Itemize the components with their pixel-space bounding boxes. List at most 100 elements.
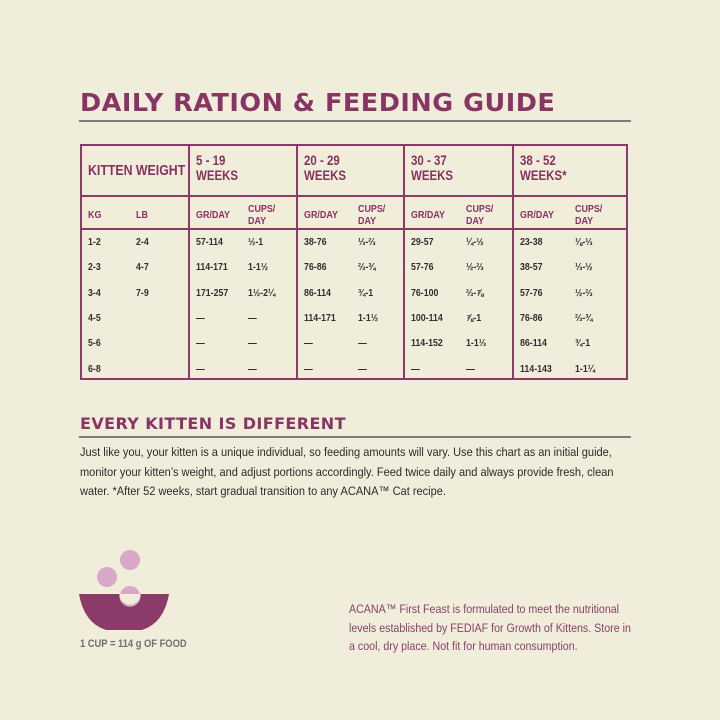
age-unit: WEEKS* bbox=[520, 168, 567, 183]
table-cell: — bbox=[248, 363, 257, 375]
age-unit: WEEKS bbox=[411, 168, 454, 183]
day-label: DAY bbox=[248, 215, 267, 227]
table-cell: 1-1⅓ bbox=[466, 338, 487, 350]
section-body: Just like you, your kitten is a unique i… bbox=[80, 445, 614, 498]
table-cell: — bbox=[304, 338, 313, 350]
cups-day-header: CUPS/DAY bbox=[358, 203, 385, 227]
table-cell: ⅛-⅓ bbox=[575, 237, 593, 248]
title-divider bbox=[79, 120, 631, 122]
table-cell: 1-1¼ bbox=[575, 363, 596, 375]
age-unit: WEEKS bbox=[304, 168, 347, 183]
age-group-header-20-29: 20 - 29 WEEKS bbox=[304, 153, 346, 183]
table-cell: — bbox=[466, 363, 475, 375]
table-cell: 23-38 bbox=[520, 237, 543, 248]
table-cell: 38-76 bbox=[304, 237, 327, 248]
table-cell: 2-3 bbox=[88, 262, 101, 274]
table-cell: 38-57 bbox=[520, 262, 543, 274]
table-cell: 114-152 bbox=[411, 338, 443, 350]
age-range: 38 - 52 bbox=[520, 153, 556, 168]
table-cell: ¾-1 bbox=[575, 338, 591, 350]
page-title: DAILY RATION & FEEDING GUIDE bbox=[80, 88, 556, 117]
table-cell: ⅔-⅞ bbox=[466, 287, 484, 299]
cups-label: CUPS/ bbox=[575, 203, 603, 215]
lb-header: LB bbox=[136, 209, 148, 221]
gr-day-header: GR/DAY bbox=[304, 209, 338, 221]
table-cell: 114-143 bbox=[520, 363, 552, 375]
cups-label: CUPS/ bbox=[358, 203, 386, 215]
table-cell: ⅓-⅔ bbox=[358, 237, 376, 248]
age-range: 5 - 19 bbox=[196, 153, 226, 168]
table-cell: 6-8 bbox=[88, 363, 101, 375]
table-cell: 1-1½ bbox=[248, 262, 269, 274]
table-cell: 171-257 bbox=[196, 287, 229, 299]
table-cell: — bbox=[304, 363, 313, 375]
gr-day-header: GR/DAY bbox=[520, 209, 554, 221]
table-cell: ⅓-½ bbox=[575, 262, 593, 274]
food-bowl-icon bbox=[78, 547, 170, 637]
table-cell: 86-114 bbox=[520, 338, 547, 350]
table-cell: 57-76 bbox=[411, 262, 434, 274]
table-cell: 76-86 bbox=[520, 312, 543, 324]
age-unit: WEEKS bbox=[196, 168, 239, 183]
column-divider bbox=[403, 146, 405, 378]
table-cell: 114-171 bbox=[304, 312, 336, 324]
table-cell: 1-2 bbox=[88, 237, 101, 248]
age-group-header-30-37: 30 - 37 WEEKS bbox=[411, 153, 453, 183]
table-cell: ⅔-¾ bbox=[358, 262, 376, 274]
kg-header: KG bbox=[88, 209, 102, 221]
cups-day-header: CUPS/DAY bbox=[248, 203, 275, 227]
table-cell: ⅔-¾ bbox=[575, 312, 593, 324]
table-cell: 1-1½ bbox=[358, 312, 379, 324]
column-divider bbox=[188, 146, 190, 378]
table-cell: 57-76 bbox=[520, 287, 543, 299]
table-cell: ¼-½ bbox=[466, 237, 484, 248]
column-divider bbox=[296, 146, 298, 378]
table-cell: — bbox=[196, 312, 205, 324]
table-cell: 76-86 bbox=[304, 262, 327, 274]
day-label: DAY bbox=[358, 215, 377, 227]
table-cell: — bbox=[358, 338, 367, 350]
table-cell: — bbox=[248, 338, 257, 350]
section-divider bbox=[79, 436, 631, 438]
table-cell: 1½-2¼ bbox=[248, 287, 276, 299]
age-range: 30 - 37 bbox=[411, 153, 447, 168]
row-divider bbox=[82, 228, 626, 230]
table-cell: 2-4 bbox=[136, 237, 149, 248]
age-group-header-5-19: 5 - 19 WEEKS bbox=[196, 153, 238, 183]
table-cell: 7-9 bbox=[136, 287, 149, 299]
table-cell: ½-⅔ bbox=[575, 287, 593, 299]
day-label: DAY bbox=[575, 215, 594, 227]
cups-day-header: CUPS/DAY bbox=[575, 203, 602, 227]
kitten-weight-header: KITTEN WEIGHT bbox=[88, 163, 186, 179]
age-group-header-38-52: 38 - 52 WEEKS* bbox=[520, 153, 567, 183]
table-cell: — bbox=[196, 338, 205, 350]
cup-conversion-note: 1 CUP = 114 g OF FOOD bbox=[80, 638, 187, 650]
table-cell: 29-57 bbox=[411, 237, 434, 248]
row-divider bbox=[82, 195, 626, 197]
table-cell: ½-⅔ bbox=[466, 262, 484, 274]
table-cell: 3-4 bbox=[88, 287, 101, 299]
table-cell: 76-100 bbox=[411, 287, 439, 299]
day-label: DAY bbox=[466, 215, 485, 227]
cups-label: CUPS/ bbox=[466, 203, 494, 215]
gr-day-header: GR/DAY bbox=[411, 209, 445, 221]
feeding-table: KITTEN WEIGHT KG LB 5 - 19 WEEKS 20 - 29… bbox=[80, 144, 628, 380]
table-cell: 4-5 bbox=[88, 312, 101, 324]
section-heading: EVERY KITTEN IS DIFFERENT bbox=[80, 414, 346, 433]
table-cell: 86-114 bbox=[304, 287, 331, 299]
gr-day-header: GR/DAY bbox=[196, 209, 230, 221]
age-range: 20 - 29 bbox=[304, 153, 340, 168]
table-cell: — bbox=[248, 312, 257, 324]
table-cell: 114-171 bbox=[196, 262, 228, 274]
table-cell: 4-7 bbox=[136, 262, 149, 274]
legal-statement: ACANA™ First Feast is formulated to meet… bbox=[349, 602, 631, 653]
table-cell: ⅞-1 bbox=[466, 312, 482, 324]
cups-day-header: CUPS/DAY bbox=[466, 203, 493, 227]
table-cell: 5-6 bbox=[88, 338, 101, 350]
table-cell: — bbox=[358, 363, 367, 375]
table-cell: — bbox=[196, 363, 205, 375]
table-cell: ¾-1 bbox=[358, 287, 374, 299]
table-cell: 57-114 bbox=[196, 237, 223, 248]
cups-label: CUPS/ bbox=[248, 203, 276, 215]
table-cell: 100-114 bbox=[411, 312, 443, 324]
